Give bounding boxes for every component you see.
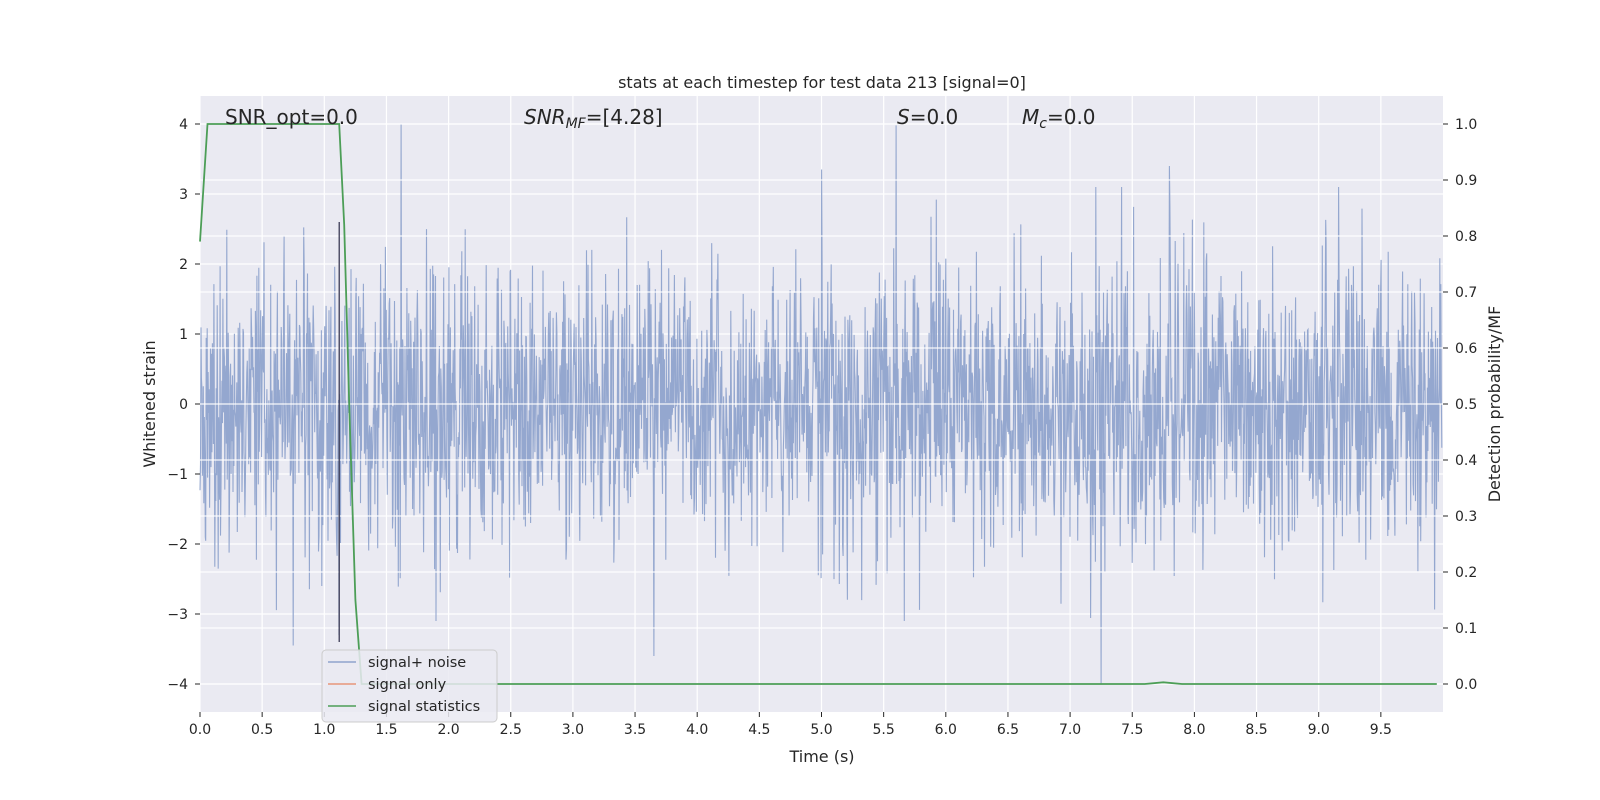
annotation-snr-mf: SNRMF=[4.28]	[524, 105, 663, 132]
annotation-mc: Mc=0.0	[1022, 105, 1096, 132]
annotation-s: S=0.0	[897, 105, 958, 129]
y-tick-label: −4	[167, 677, 188, 693]
legend: signal+ noise signal only signal statist…	[321, 649, 498, 723]
y2-axis-ticks: 1.0 0.9 0.8 0.7 0.6 0.5 0.4 0.3 0.2 0.1 0.0	[1443, 117, 1477, 693]
statistics-series-group	[199, 123, 1437, 685]
annotation-s-value: =0.0	[910, 105, 959, 129]
y2-tick-label: 0.6	[1455, 341, 1477, 357]
x-tick-label: 8.0	[1183, 722, 1205, 738]
annotation-s-main: S	[897, 105, 910, 129]
y2-tick-label: 0.5	[1455, 397, 1477, 413]
y-axis-label: Whitened strain	[140, 340, 159, 467]
x-tick-label: 6.5	[997, 722, 1019, 738]
x-tick-label: 1.0	[313, 722, 335, 738]
x-tick-label: 0.0	[189, 722, 211, 738]
x-axis-ticks: 0.0 0.5 1.0 1.5 2.0 2.5 3.0 3.5 4.0 4.5 5.0 5.5 6.0 6…	[189, 712, 1392, 738]
x-tick-label: 7.5	[1121, 722, 1143, 738]
x-tick-label: 7.0	[1059, 722, 1081, 738]
legend-box	[321, 649, 498, 723]
y2-tick-label: 0.4	[1455, 453, 1477, 469]
y-tick-label: 0	[179, 397, 188, 413]
legend-label-signal-statistics: signal statistics	[368, 699, 480, 715]
x-tick-label: 8.5	[1245, 722, 1267, 738]
x-tick-label: 4.0	[686, 722, 708, 738]
y-tick-label: 3	[179, 187, 188, 203]
y2-tick-label: 0.2	[1455, 565, 1477, 581]
x-tick-label: 3.5	[624, 722, 646, 738]
x-tick-label: 2.0	[437, 722, 459, 738]
x-tick-label: 3.0	[562, 722, 584, 738]
x-tick-label: 5.5	[873, 722, 895, 738]
y2-tick-label: 0.1	[1455, 621, 1477, 637]
annotation-snr-mf-main: SNR	[524, 105, 566, 129]
x-tick-label: 9.0	[1308, 722, 1330, 738]
annotation-mc-main: M	[1022, 105, 1039, 129]
y-tick-label: 1	[179, 327, 188, 343]
x-tick-label: 5.0	[810, 722, 832, 738]
annotation-snr-mf-sub: MF	[566, 116, 587, 132]
y2-tick-label: 0.8	[1455, 229, 1477, 245]
x-axis-label: Time (s)	[788, 747, 854, 766]
x-tick-label: 9.5	[1370, 722, 1392, 738]
chart-title: stats at each timestep for test data 213…	[618, 73, 1026, 92]
x-tick-label: 0.5	[251, 722, 273, 738]
annotation-mc-value: =0.0	[1047, 105, 1096, 129]
legend-label-signal-noise: signal+ noise	[368, 655, 466, 671]
y2-tick-label: 0.0	[1455, 677, 1477, 693]
y-tick-label: 2	[179, 257, 188, 273]
x-tick-label: 4.5	[748, 722, 770, 738]
noise-series-group	[199, 123, 1443, 685]
y-tick-label: −1	[167, 467, 188, 483]
annotation-snr-mf-value: =[4.28]	[586, 105, 663, 129]
annotation-snr-opt: SNR_opt=0.0	[225, 105, 358, 129]
y2-tick-label: 0.7	[1455, 285, 1477, 301]
y-tick-label: −2	[167, 537, 188, 553]
y-tick-label: 4	[179, 117, 188, 133]
x-tick-label: 6.0	[935, 722, 957, 738]
series-signal-statistics	[199, 123, 1437, 685]
annotation-mc-sub: c	[1039, 116, 1047, 132]
y-axis-ticks: 4 3 2 1 0 −1 −2 −3 −4	[167, 117, 200, 693]
y2-axis-label: Detection probability/MF	[1485, 306, 1504, 503]
x-tick-label: 2.5	[500, 722, 522, 738]
y2-tick-label: 0.9	[1455, 173, 1477, 189]
y2-tick-label: 0.3	[1455, 509, 1477, 525]
legend-label-signal-only: signal only	[368, 677, 447, 693]
x-tick-label: 1.5	[375, 722, 397, 738]
y-tick-label: −3	[167, 607, 188, 623]
series-signal-noise	[199, 123, 1443, 685]
y2-tick-label: 1.0	[1455, 117, 1477, 133]
